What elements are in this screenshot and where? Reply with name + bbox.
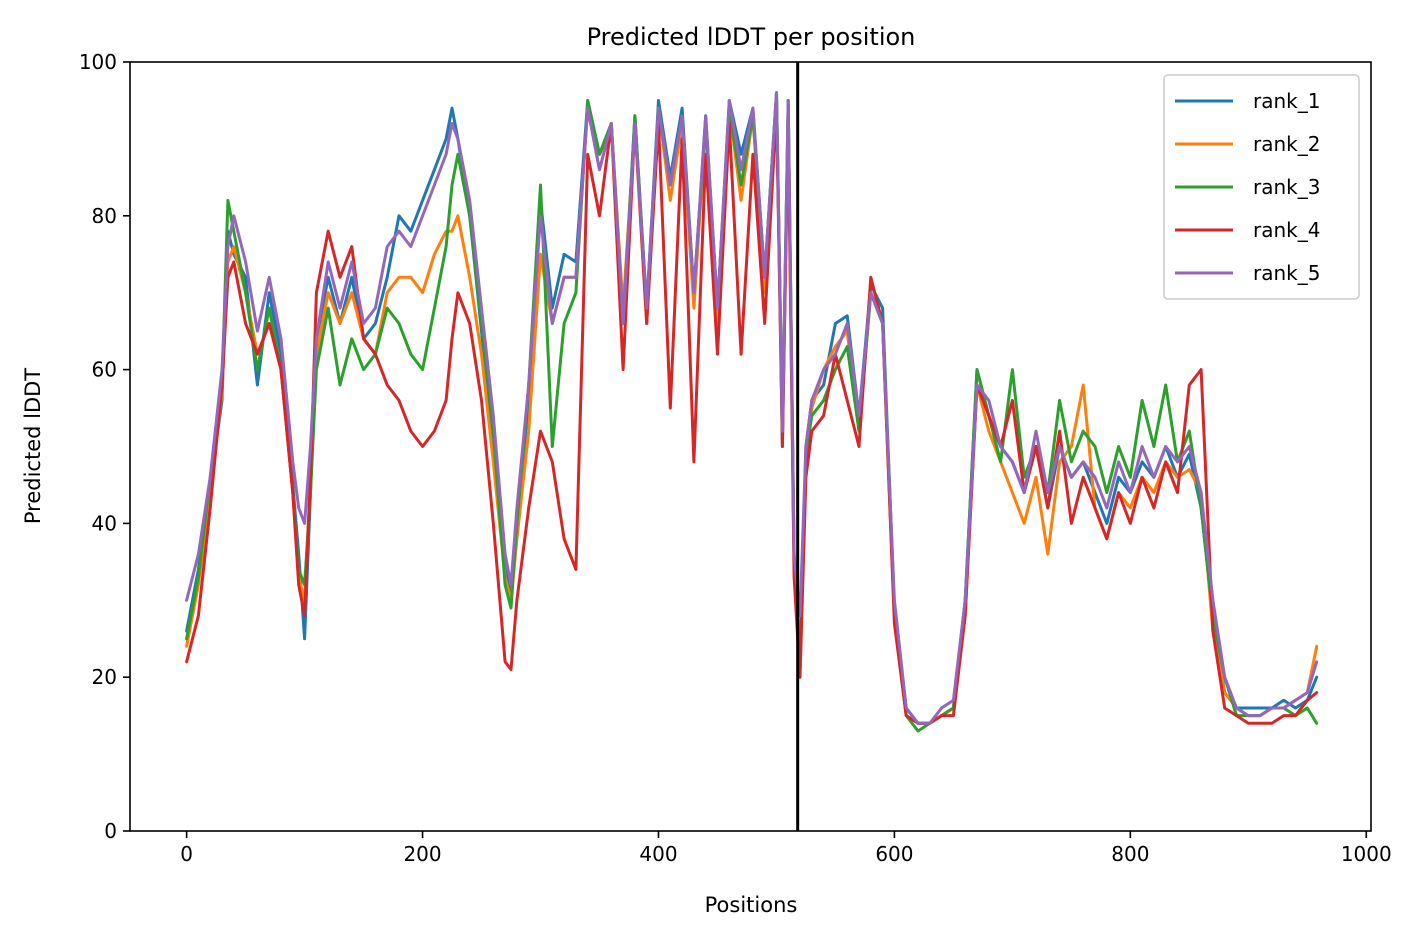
y-axis-title: Predicted lDDT xyxy=(21,368,45,524)
x-tick-label: 400 xyxy=(639,842,677,866)
x-tick-label: 800 xyxy=(1111,842,1149,866)
legend-items: rank_1 rank_2 rank_3 rank_4 rank_5 xyxy=(1175,89,1320,285)
x-tick-label: 600 xyxy=(875,842,913,866)
legend-label-rank-3: rank_3 xyxy=(1253,175,1320,199)
x-axis-title: Positions xyxy=(705,893,798,917)
series-line-rank-5 xyxy=(185,91,1319,725)
y-tick-label: 40 xyxy=(92,511,117,535)
series-layer xyxy=(185,91,1319,733)
legend-label-rank-2: rank_2 xyxy=(1253,132,1320,156)
y-tick-label: 0 xyxy=(104,819,117,843)
x-tick-label: 0 xyxy=(180,842,193,866)
legend-label-rank-1: rank_1 xyxy=(1253,89,1320,113)
y-axis-ticks: 0 20 40 60 80 100 xyxy=(79,50,130,843)
x-tick-label: 1000 xyxy=(1341,842,1392,866)
y-tick-label: 80 xyxy=(92,204,117,228)
x-axis-ticks: 0 200 400 600 800 1000 xyxy=(180,831,1392,866)
chart-title: Predicted lDDT per position xyxy=(587,23,916,51)
legend-label-rank-5: rank_5 xyxy=(1253,261,1320,285)
y-tick-label: 20 xyxy=(92,665,117,689)
series-line-rank-1 xyxy=(185,91,1319,725)
x-tick-label: 200 xyxy=(403,842,441,866)
y-tick-label: 100 xyxy=(79,50,117,74)
legend-label-rank-4: rank_4 xyxy=(1253,218,1320,242)
legend-box xyxy=(1163,74,1360,300)
y-tick-label: 60 xyxy=(92,358,117,382)
series-line-rank-3 xyxy=(185,91,1319,733)
plot-frame xyxy=(129,61,1372,832)
legend: rank_1 rank_2 rank_3 rank_4 rank_5 xyxy=(1163,74,1360,300)
